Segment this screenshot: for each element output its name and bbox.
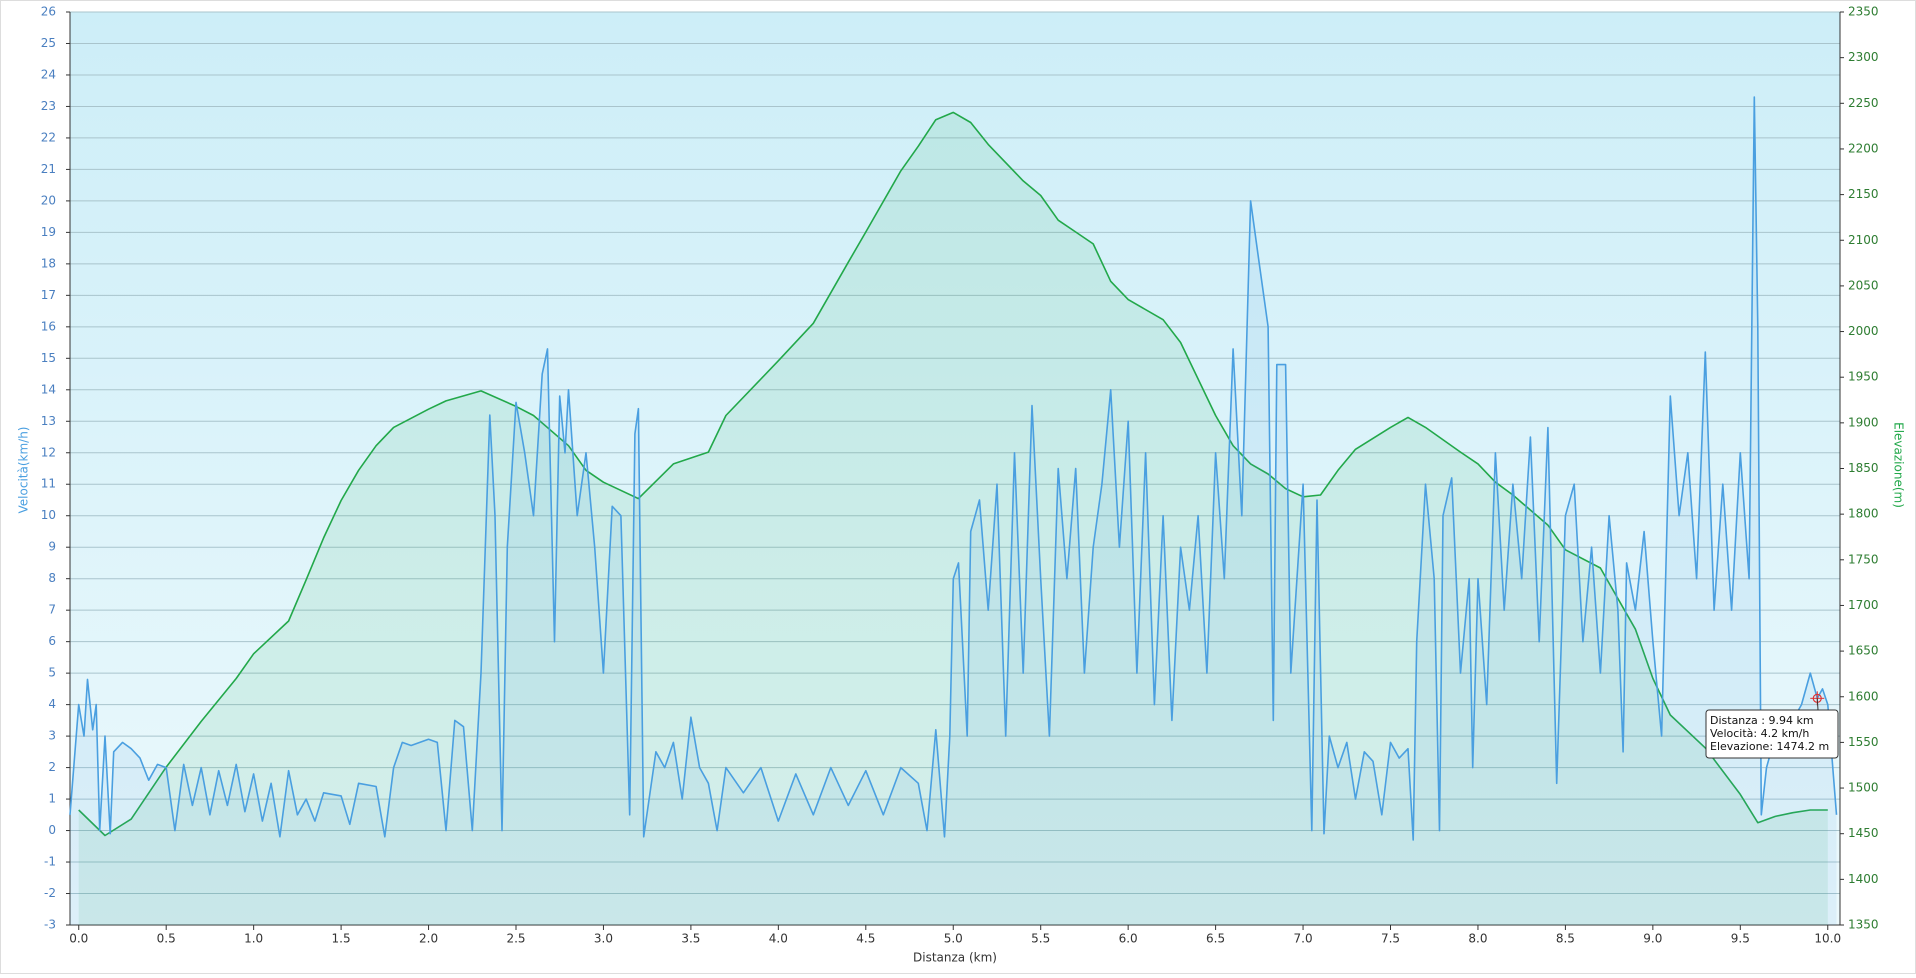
y-tick-label: 21 xyxy=(41,162,56,176)
y2-tick-label: 2350 xyxy=(1848,5,1879,19)
x-tick-label: 3.0 xyxy=(594,932,613,946)
x-tick-label: 5.0 xyxy=(944,932,963,946)
x-tick-label: 6.5 xyxy=(1206,932,1225,946)
y2-tick-label: 2200 xyxy=(1848,141,1879,155)
y2-tick-label: 2100 xyxy=(1848,233,1879,247)
x-tick-label: 8.0 xyxy=(1468,932,1487,946)
y2-tick-label: 2000 xyxy=(1848,324,1879,338)
y-tick-label: 2 xyxy=(48,760,56,774)
y-tick-label: 18 xyxy=(41,256,56,270)
y-tick-label: 15 xyxy=(41,351,56,365)
tooltip-text: Elevazione: 1474.2 m xyxy=(1710,740,1829,753)
y-tick-label: 12 xyxy=(41,445,56,459)
y2-tick-label: 1900 xyxy=(1848,415,1879,429)
tooltip-pointer xyxy=(1816,698,1819,711)
y2-tick-label: 1500 xyxy=(1848,781,1879,795)
y2-tick-label: 2050 xyxy=(1848,278,1879,292)
tooltip-text: Velocità: 4.2 km/h xyxy=(1710,727,1809,740)
y-tick-label: 17 xyxy=(41,288,56,302)
x-tick-label: 4.5 xyxy=(856,932,875,946)
y-tick-label: 24 xyxy=(41,67,56,81)
y2-tick-label: 1850 xyxy=(1848,461,1879,475)
y2-tick-label: 1400 xyxy=(1848,872,1879,886)
series-area xyxy=(78,112,1828,925)
y-tick-label: 0 xyxy=(48,823,56,837)
y2-tick-label: 1750 xyxy=(1848,552,1879,566)
y-tick-label: 13 xyxy=(41,414,56,428)
y-tick-label: 3 xyxy=(48,729,56,743)
y2-tick-label: 2250 xyxy=(1848,96,1879,110)
y-tick-label: 8 xyxy=(48,571,56,585)
tooltip-box xyxy=(1705,709,1839,759)
series-line xyxy=(78,111,1828,837)
y2-tick-label: 1700 xyxy=(1848,598,1879,612)
y-tick-label: 14 xyxy=(41,382,56,396)
y-axis-title: Velocità(km/h) xyxy=(17,427,31,514)
y2-tick-label: 2300 xyxy=(1848,50,1879,64)
y2-tick-label: 1800 xyxy=(1848,507,1879,521)
tooltip-text: Distanza : 9.94 km xyxy=(1710,714,1814,727)
y-tick-label: -3 xyxy=(44,918,56,932)
plot-area xyxy=(70,12,1840,925)
x-tick-label: 3.5 xyxy=(681,932,700,946)
y2-tick-label: 1450 xyxy=(1848,826,1879,840)
y2-tick-label: 1650 xyxy=(1848,644,1879,658)
y-tick-label: -2 xyxy=(44,886,56,900)
y-tick-label: 5 xyxy=(48,666,56,680)
y-tick-label: 7 xyxy=(48,603,56,617)
y-tick-label: 19 xyxy=(41,225,56,239)
y-tick-label: 1 xyxy=(48,792,56,806)
y2-tick-label: 1950 xyxy=(1848,370,1879,384)
y2-axis-title: Elevazione(m) xyxy=(1892,422,1906,508)
y2-tick-label: 1600 xyxy=(1848,689,1879,703)
series-line xyxy=(69,96,1838,841)
x-tick-label: 7.5 xyxy=(1381,932,1400,946)
y-tick-label: 25 xyxy=(41,36,56,50)
y-tick-label: 16 xyxy=(41,319,56,333)
x-tick-label: 2.5 xyxy=(506,932,525,946)
y-tick-label: 9 xyxy=(48,540,56,554)
y-tick-label: 20 xyxy=(41,193,56,207)
y-tick-label: 6 xyxy=(48,634,56,648)
x-tick-label: 10.0 xyxy=(1814,932,1841,946)
x-tick-label: 0.0 xyxy=(69,932,88,946)
x-tick-label: 5.5 xyxy=(1031,932,1050,946)
y-tick-label: 23 xyxy=(41,99,56,113)
x-tick-label: 0.5 xyxy=(157,932,176,946)
y-tick-label: -1 xyxy=(44,855,56,869)
x-axis-title: Distanza (km) xyxy=(913,951,997,965)
x-tick-label: 1.0 xyxy=(244,932,263,946)
x-tick-label: 9.0 xyxy=(1643,932,1662,946)
x-tick-label: 4.0 xyxy=(769,932,788,946)
x-tick-label: 8.5 xyxy=(1556,932,1575,946)
y-tick-label: 26 xyxy=(41,5,56,19)
series-area xyxy=(70,97,1837,925)
x-tick-label: 2.0 xyxy=(419,932,438,946)
y-tick-label: 10 xyxy=(41,508,56,522)
x-tick-label: 6.0 xyxy=(1119,932,1138,946)
x-tick-label: 1.5 xyxy=(332,932,351,946)
y2-tick-label: 2150 xyxy=(1848,187,1879,201)
x-tick-label: 9.5 xyxy=(1731,932,1750,946)
y2-tick-label: 1350 xyxy=(1848,918,1879,932)
y-tick-label: 11 xyxy=(41,477,56,491)
x-tick-label: 7.0 xyxy=(1294,932,1313,946)
y-tick-label: 4 xyxy=(48,697,56,711)
y2-tick-label: 1550 xyxy=(1848,735,1879,749)
y-tick-label: 22 xyxy=(41,130,56,144)
